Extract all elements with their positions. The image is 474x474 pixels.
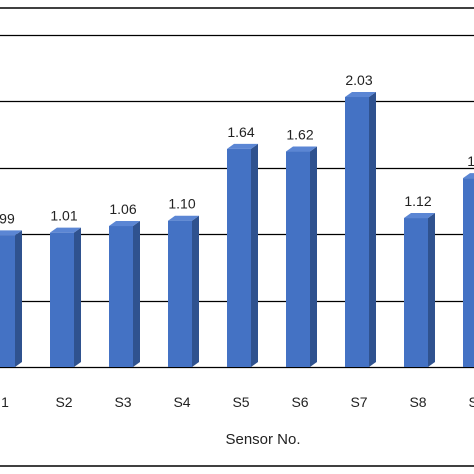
- bar-S3: [109, 221, 140, 367]
- x-axis-title: Sensor No.: [225, 431, 300, 448]
- bar-side: [310, 146, 317, 367]
- x-tick-S2: S2: [55, 394, 72, 410]
- bar-top: [463, 173, 474, 179]
- bar-side: [369, 92, 376, 367]
- value-label-S5: 1.64: [227, 124, 254, 140]
- bar-S4: [168, 215, 199, 367]
- x-tick-S3: S3: [114, 394, 131, 410]
- x-tick-S8: S8: [409, 394, 426, 410]
- bar-side: [74, 227, 81, 367]
- bar-front: [404, 218, 428, 367]
- value-label-S9: 1.4: [467, 153, 474, 169]
- x-tick-S6: S6: [291, 394, 308, 410]
- bar-side: [251, 143, 258, 367]
- x-tick-S4: S4: [173, 394, 190, 410]
- value-label-S1: .99: [0, 210, 15, 226]
- bar-top: [50, 227, 81, 233]
- value-label-S6: 1.62: [286, 127, 313, 143]
- bar-top: [345, 92, 376, 98]
- bar-top: [168, 215, 199, 221]
- bar-S5: [227, 143, 258, 367]
- value-label-S2: 1.01: [50, 208, 77, 224]
- value-label-S3: 1.06: [109, 201, 136, 217]
- value-label-S4: 1.10: [168, 196, 195, 212]
- bar-top: [286, 146, 317, 152]
- bar-S6: [286, 146, 317, 367]
- value-label-S8: 1.12: [404, 193, 431, 209]
- bar-front: [286, 151, 310, 367]
- bar-front: [227, 148, 251, 367]
- x-tick-S9: S9: [468, 394, 474, 410]
- x-tick-labels: 1 S2 S3 S4 S5 S6 S7 S8 S9: [1, 394, 474, 410]
- bar-side: [428, 213, 435, 367]
- bar-S9: [463, 173, 474, 367]
- bars: [0, 92, 474, 367]
- x-tick-S7: S7: [350, 394, 367, 410]
- bar-top: [0, 230, 22, 236]
- bar-front: [50, 232, 74, 367]
- value-labels: .99 1.01 1.06 1.10 1.64 1.62 2.03 1.12 1.4: [0, 72, 474, 226]
- bar-front: [463, 178, 474, 367]
- value-label-S7: 2.03: [345, 72, 372, 88]
- bar-S8: [404, 213, 435, 367]
- bar-S1: [0, 230, 22, 367]
- x-tick-S5: S5: [232, 394, 249, 410]
- bar-top: [109, 221, 140, 227]
- bar-front: [168, 220, 192, 367]
- x-tick-S1: 1: [1, 394, 9, 410]
- bar-front: [109, 226, 133, 367]
- bar-side: [133, 221, 140, 367]
- bar-S7: [345, 92, 376, 367]
- bar-side: [15, 230, 22, 367]
- bar-top: [404, 213, 435, 219]
- bar-side: [192, 215, 199, 367]
- bar-front: [0, 235, 15, 367]
- bar-S2: [50, 227, 81, 367]
- bar-front: [345, 97, 369, 367]
- bar-top: [227, 143, 258, 149]
